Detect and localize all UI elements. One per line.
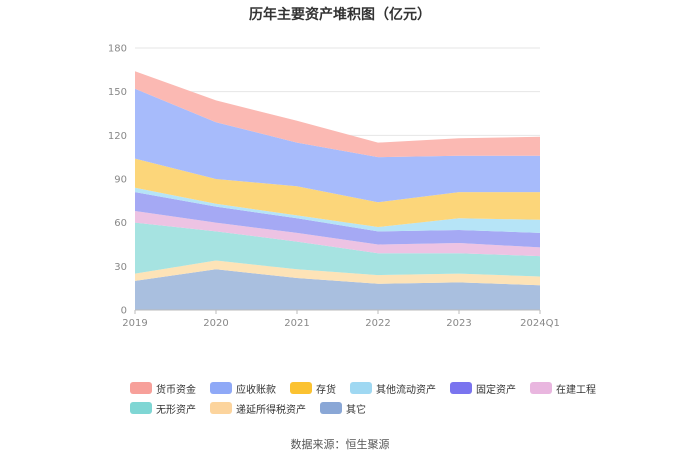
data-source-note: 数据来源：恒生聚源 (290, 438, 390, 451)
y-tick-label: 90 (114, 175, 127, 186)
x-tick-label: 2023 (446, 318, 471, 329)
chart-title: 历年主要资产堆积图（亿元） (249, 7, 431, 23)
x-tick-label: 2020 (203, 318, 228, 329)
legend-label: 货币资金 (156, 384, 196, 396)
legend-item[interactable]: 递延所得税资产 (210, 401, 306, 416)
legend-label: 固定资产 (476, 384, 516, 396)
legend-label: 其它 (346, 404, 366, 416)
y-tick-label: 180 (108, 44, 127, 55)
legend-label: 存货 (316, 384, 336, 396)
legend-item[interactable]: 其他流动资产 (350, 381, 436, 396)
legend-label: 其他流动资产 (376, 384, 436, 396)
legend-row: 无形资产 递延所得税资产 其它 (130, 398, 570, 418)
area-series-6 (135, 158, 540, 228)
legend-label: 无形资产 (156, 404, 196, 416)
stacked-areas (135, 71, 540, 310)
x-tick-label: 2024Q1 (520, 318, 560, 329)
legend-swatch (130, 382, 152, 394)
legend-swatch (210, 382, 232, 394)
legend-swatch (320, 402, 342, 414)
axes: 0 30 60 90 120 150 180 2019 2020 2021 2022 2023 2024… (108, 44, 560, 330)
y-tick-label: 60 (114, 218, 127, 229)
x-tick-label: 2019 (122, 318, 147, 329)
area-series-4 (135, 192, 540, 248)
legend-swatch (210, 402, 232, 414)
legend-label: 应收账款 (236, 384, 276, 396)
area-series-1 (135, 260, 540, 286)
y-tick-label: 0 (121, 306, 127, 317)
area-series-7 (135, 88, 540, 203)
legend-item[interactable]: 固定资产 (450, 381, 516, 396)
area-series-5 (135, 187, 540, 233)
y-tick-label: 30 (114, 262, 127, 273)
area-series-0 (135, 269, 540, 310)
legend-item[interactable]: 存货 (290, 381, 336, 396)
area-series-8 (135, 71, 540, 158)
x-tick-label: 2022 (365, 318, 390, 329)
legend-label: 在建工程 (556, 384, 596, 396)
legend-label: 递延所得税资产 (236, 404, 306, 416)
area-chart: 0 30 60 90 120 150 180 2019 2020 2021 2022 2023 2024… (108, 44, 560, 330)
legend-swatch (450, 382, 472, 394)
legend-item[interactable]: 在建工程 (530, 381, 596, 396)
legend-item[interactable]: 货币资金 (130, 381, 196, 396)
legend-item[interactable]: 无形资产 (130, 401, 196, 416)
legend-item[interactable]: 其它 (320, 401, 366, 416)
legend-item[interactable]: 应收账款 (210, 381, 276, 396)
legend-row: 货币资金 应收账款 存货 其他流动资产 固定资产 在建工程 (130, 378, 596, 398)
area-series-2 (135, 222, 540, 277)
chart-legend: 货币资金 应收账款 存货 其他流动资产 固定资产 在建工程无形资产 递延所得税资产 其它 (130, 378, 596, 418)
y-tick-label: 120 (108, 131, 127, 142)
legend-swatch (350, 382, 372, 394)
legend-swatch (130, 402, 152, 414)
x-tick-label: 2021 (284, 318, 309, 329)
legend-swatch (290, 382, 312, 394)
legend-swatch (530, 382, 552, 394)
y-tick-label: 150 (108, 87, 127, 98)
area-series-3 (135, 211, 540, 257)
